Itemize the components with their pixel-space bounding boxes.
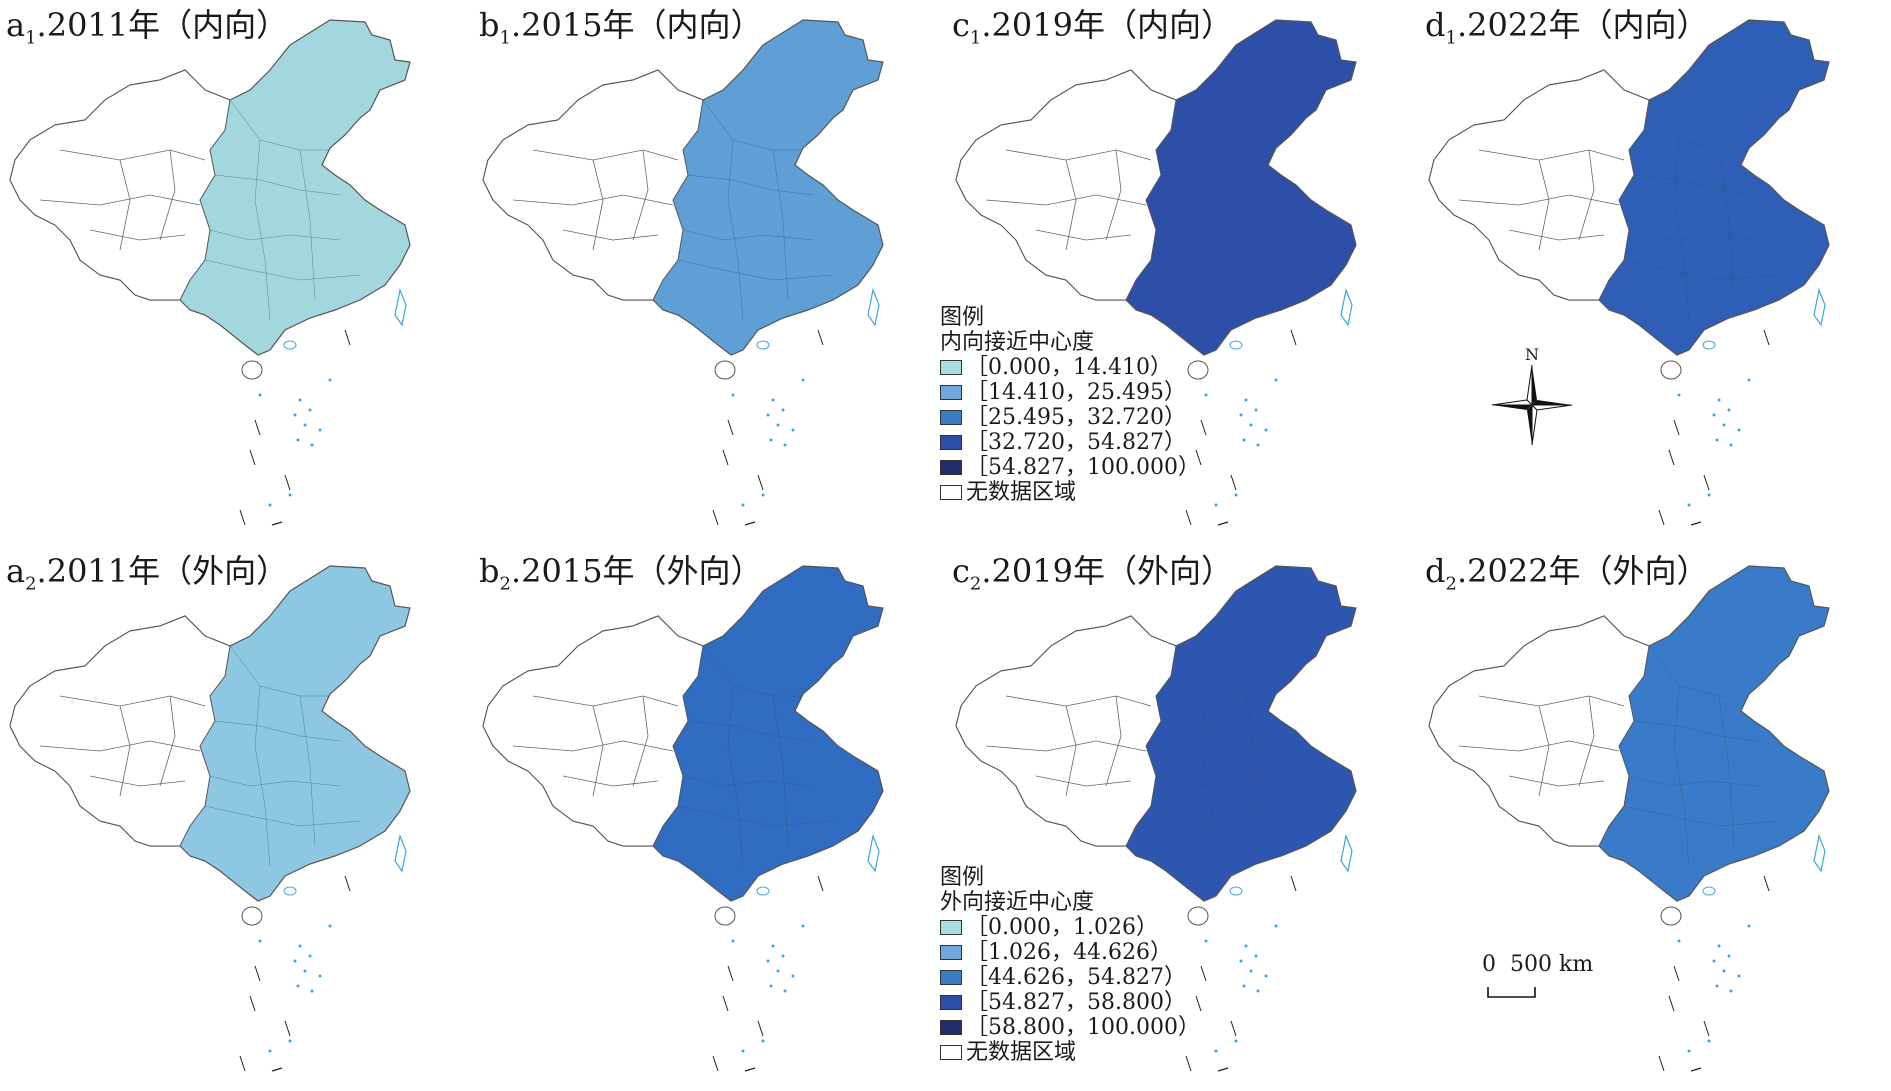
legend-item: ［0.000，14.410） [940,355,1200,380]
compass-rose-icon [1491,364,1573,446]
legend-heading: 图例 [940,305,985,330]
map-panel-c2: c2.2019年（外向） [946,546,1416,1091]
legend-item: ［44.626，54.827） [940,965,1200,990]
legend-swatch [940,970,962,985]
legend-item: ［32.720，54.827） [940,430,1200,455]
legend-outbound: 图例 外向接近中心度 ［0.000，1.026） ［1.026，44.626） … [940,865,1200,1065]
panel-title: d1.2022年（内向） [1425,6,1709,49]
legend-heading: 图例 [940,865,985,890]
panel-title: c1.2019年（内向） [952,6,1233,49]
panel-title: b2.2015年（外向） [479,552,763,595]
map-b1 [482,19,884,526]
legend-swatch [940,485,962,500]
legend-swatch [940,1045,962,1060]
map-panel-a2: a2.2011年（外向） [0,546,470,1091]
scale-bar: 0 500 km [1482,952,1662,1002]
panel-title: c2.2019年（外向） [952,552,1233,595]
map-panel-b2: b2.2015年（外向） [473,546,943,1091]
legend-swatch [940,385,962,400]
legend-item: ［25.495，32.720） [940,405,1200,430]
legend-swatch [940,995,962,1010]
panel-title: b1.2015年（内向） [479,6,763,49]
legend-swatch [940,1020,962,1035]
scale-bar-icon [1487,987,1536,998]
legend-item: ［0.000，1.026） [940,915,1200,940]
map-panel-d1: d1.2022年（内向） [1419,0,1889,545]
map-panel-c1: c1.2019年（内向） [946,0,1416,545]
legend-item-nodata: 无数据区域 [940,480,1200,505]
panel-title: d2.2022年（外向） [1425,552,1709,595]
map-panel-b1: b1.2015年（内向） [473,0,943,545]
legend-swatch [940,920,962,935]
legend-inbound: 图例 内向接近中心度 ［0.000，14.410） ［14.410，25.495… [940,305,1200,505]
scale-zero: 0 [1482,952,1496,977]
map-d1 [1428,19,1830,526]
legend-item: ［1.026，44.626） [940,940,1200,965]
panel-title: a1.2011年（内向） [6,6,289,49]
map-a1 [9,19,411,526]
panel-title: a2.2011年（外向） [6,552,289,595]
map-panel-a1: a1.2011年（内向） [0,0,470,545]
scale-value: 500 km [1510,952,1594,977]
legend-swatch [940,410,962,425]
legend-title: 内向接近中心度 [940,330,1095,355]
legend-item: ［58.800，100.000） [940,1015,1200,1040]
legend-item: ［14.410，25.495） [940,380,1200,405]
legend-swatch [940,360,962,375]
legend-swatch [940,945,962,960]
legend-swatch [940,435,962,450]
legend-title: 外向接近中心度 [940,890,1095,915]
legend-item-nodata: 无数据区域 [940,1040,1200,1065]
map-b2 [482,565,884,1072]
north-arrow-icon: N [1487,345,1577,455]
legend-item: ［54.827，100.000） [940,455,1200,480]
north-label: N [1525,345,1539,364]
map-d2 [1428,565,1830,1072]
map-panel-d2: d2.2022年（外向） [1419,546,1889,1091]
legend-item: ［54.827，58.800） [940,990,1200,1015]
legend-swatch [940,460,962,475]
map-a2 [9,565,411,1072]
